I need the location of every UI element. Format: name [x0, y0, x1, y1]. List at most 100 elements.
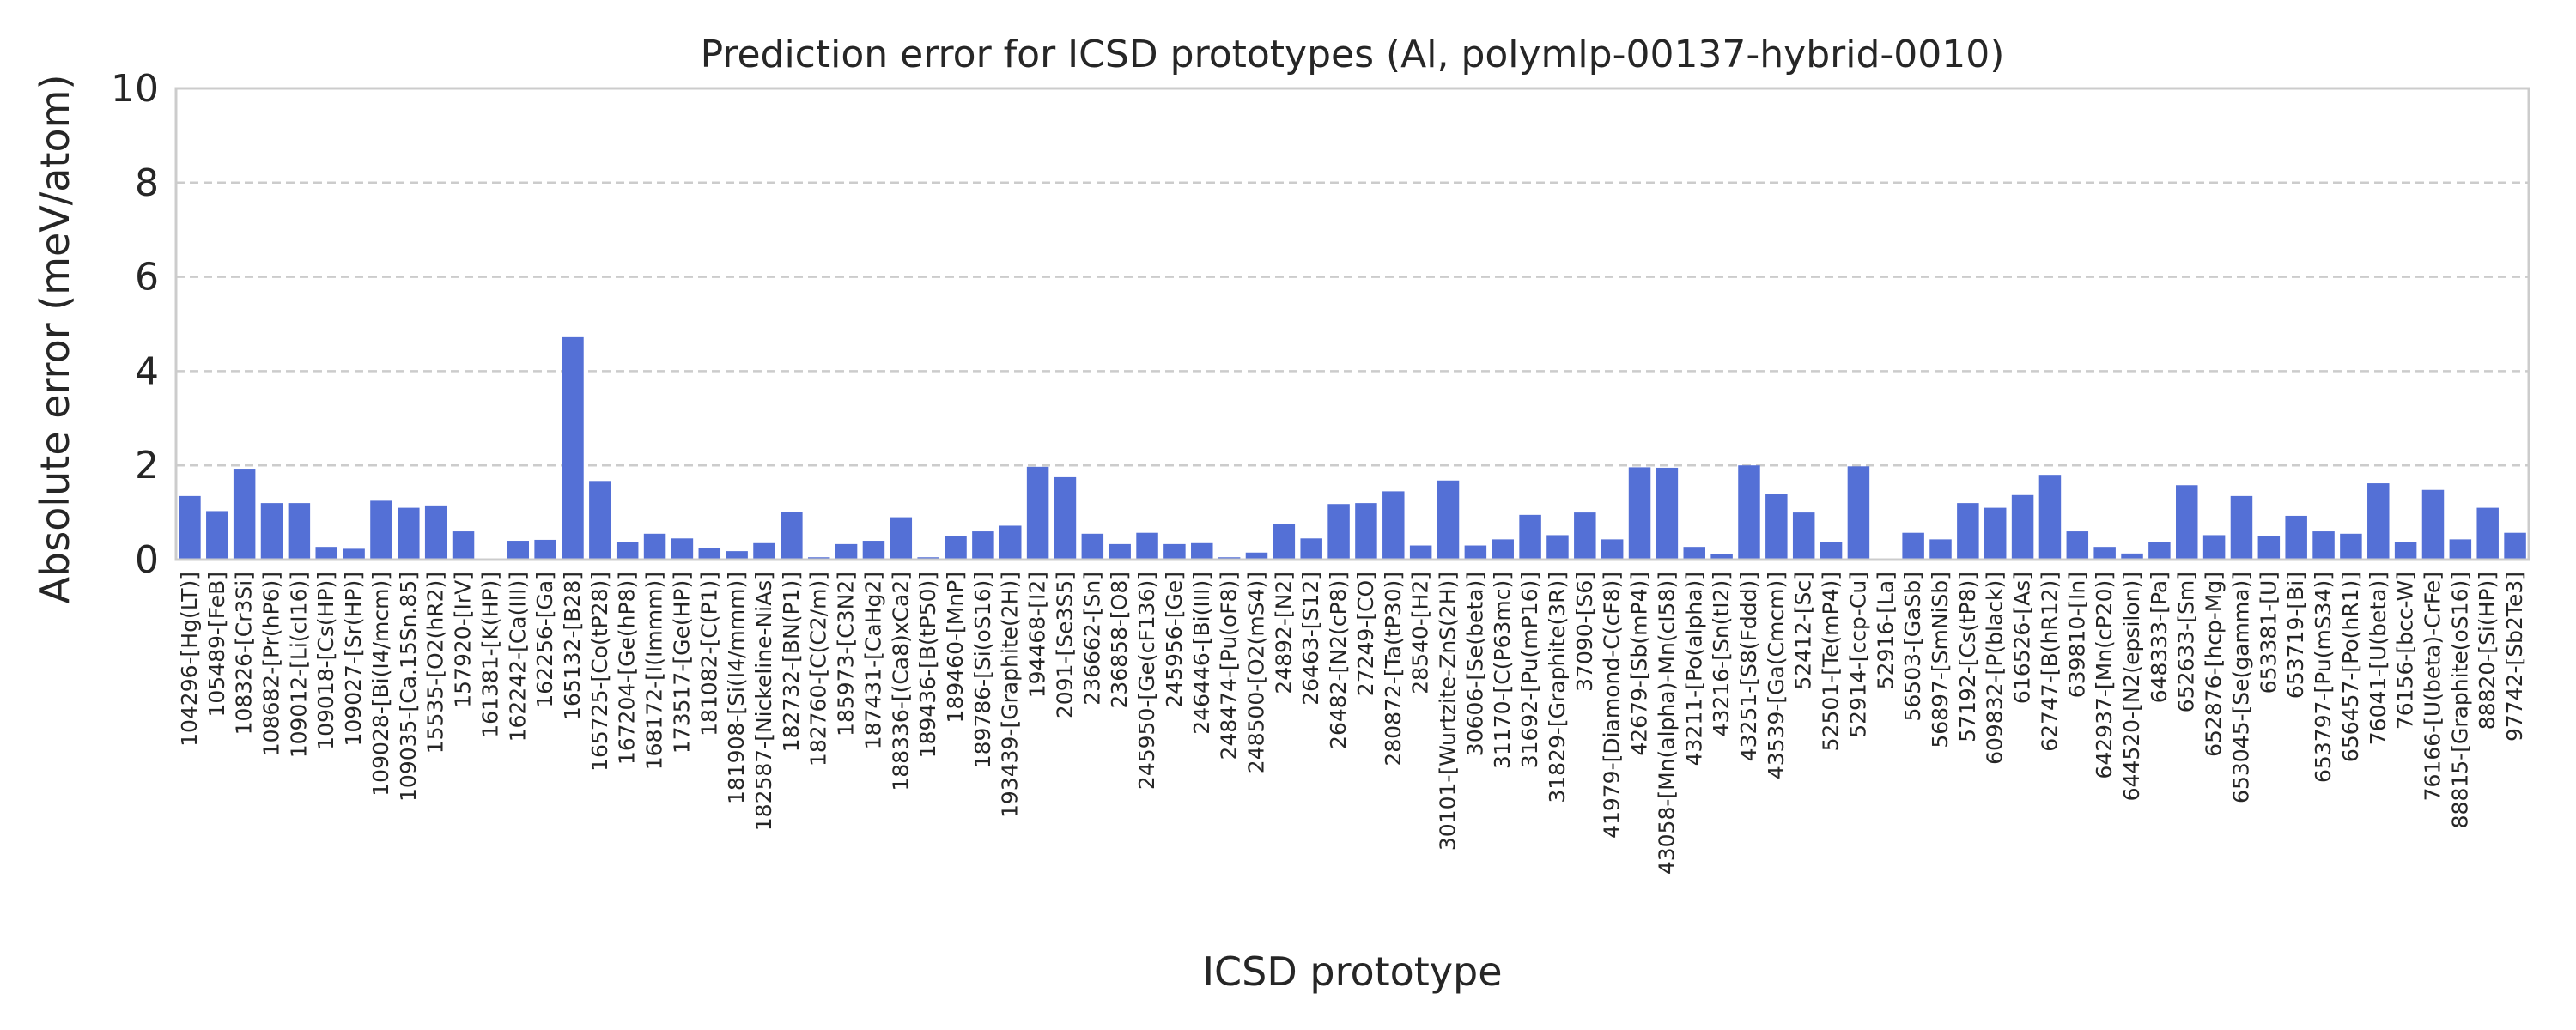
x-tick-label: 609832-[P(black)]	[1983, 572, 2008, 765]
bar	[2340, 533, 2362, 560]
x-tick-label: 43058-[Mn(alpha)-Mn(cI58)]	[1654, 572, 1679, 875]
bar	[1382, 491, 1405, 560]
y-tick-label: 2	[135, 444, 159, 488]
bar	[315, 547, 337, 560]
plot-frame	[174, 87, 2530, 561]
bar	[534, 539, 556, 560]
bar	[1273, 524, 1296, 560]
x-tick-label: 109035-[Ca.15Sn.85]	[396, 572, 421, 802]
x-tick-label: 76166-[U(beta)-CrFe]	[2420, 572, 2445, 801]
bar	[1492, 539, 1514, 560]
x-tick-label: 109018-[Cs(HP)]	[313, 572, 338, 750]
bar	[945, 536, 967, 560]
x-tick-label: 189436-[B(tP50)]	[915, 572, 940, 758]
bar	[2011, 494, 2034, 560]
bar	[2257, 536, 2281, 560]
x-tick-label: 236858-[O8]	[1107, 572, 1132, 709]
x-tick-label: 652633-[Sm]	[2174, 572, 2199, 712]
x-tick-label: 236662-[Sn]	[1079, 572, 1104, 706]
x-tick-label: 31692-[Pu(mP16)]	[1517, 572, 1542, 768]
bar	[753, 542, 775, 560]
y-tick-labels: 0 2 4 6 8 10	[111, 67, 159, 582]
x-tick-label: 182587-[Nickeline-NiAs]	[751, 572, 776, 831]
bar	[1628, 467, 1651, 560]
bar	[398, 507, 420, 560]
bar	[1820, 542, 1843, 560]
bar	[999, 525, 1022, 560]
y-tick-label: 8	[135, 161, 159, 205]
bar	[562, 336, 584, 560]
bar	[972, 531, 994, 560]
bar	[589, 481, 611, 560]
x-tick-label: 109012-[Li(cI16)]	[286, 572, 311, 758]
bar	[1355, 503, 1377, 560]
x-tick-label: 652876-[hcp-Mg]	[2202, 572, 2227, 757]
x-tick-label: 168172-[I(Immm)]	[642, 572, 667, 770]
x-tick-label: 108326-[Cr3Si]	[232, 572, 257, 735]
bar	[726, 551, 748, 560]
bar	[1136, 532, 1158, 560]
x-tick-label: 76041-[U(beta)]	[2366, 572, 2391, 745]
bar	[2202, 535, 2226, 560]
bar	[424, 505, 447, 560]
x-tick-label: 182760-[C(C2/m)]	[806, 572, 831, 766]
x-tick-label: 52914-[ccp-Cu]	[1845, 572, 1870, 738]
bar	[179, 495, 201, 560]
bar	[835, 543, 858, 560]
x-tick-label: 187431-[CaHg2]	[860, 572, 885, 749]
x-tick-label: 88815-[Graphite(oS16)]	[2447, 572, 2472, 828]
y-axis-label: Absolute error (meV/atom)	[32, 75, 78, 604]
x-tick-label: 182732-[BN(P1)]	[779, 572, 804, 752]
bar	[2285, 515, 2307, 560]
bar	[370, 500, 392, 560]
bar	[862, 541, 885, 560]
x-tick-label: 246446-[Bi(III)]	[1189, 572, 1214, 735]
x-tick-label: 88820-[Si(HP)]	[2475, 572, 2500, 730]
x-tick-label: 653719-[Bi]	[2283, 572, 2308, 699]
x-tick-label: 280872-[Ta(tP30)]	[1381, 572, 1406, 766]
x-tick-label: 173517-[Ge(HP)]	[669, 572, 694, 754]
x-tick-label: 656457-[Po(hR1)]	[2338, 572, 2363, 762]
y-tick-label: 0	[135, 538, 159, 582]
bar	[2476, 507, 2499, 560]
x-tick-label: 189786-[Si(oS16)]	[970, 572, 995, 768]
x-tick-label: 194468-[I2]	[1025, 572, 1050, 698]
bar	[781, 512, 803, 560]
bar	[1546, 535, 1569, 560]
bar	[1163, 543, 1186, 560]
y-tick-label: 6	[135, 256, 159, 300]
x-tick-label: 189460-[MnP]	[943, 572, 968, 723]
bar	[2230, 495, 2253, 560]
bar	[2504, 532, 2526, 560]
x-tick-label: 162256-[Ga]	[532, 572, 557, 708]
bar	[1519, 514, 1541, 560]
x-tick-label: 165132-[B28]	[560, 572, 585, 720]
bar	[2038, 475, 2062, 560]
x-tick-label: 245950-[Ge(cF136)]	[1134, 572, 1159, 790]
bar	[2367, 483, 2390, 560]
x-tick-label: 167204-[Ge(hP8)]	[615, 572, 640, 765]
x-tick-label: 24892-[N2]	[1271, 572, 1296, 694]
x-tick-label: 161381-[K(HP)]	[477, 572, 502, 738]
x-tick-label: 188336-[(Ca8)xCa2]	[888, 572, 913, 791]
x-tick-label: 2091-[Se3S5]	[1052, 572, 1077, 718]
bar	[343, 548, 365, 560]
bar	[233, 469, 256, 560]
bar	[452, 531, 475, 560]
x-tick-label: 165725-[Co(tP28)]	[587, 572, 612, 772]
x-tick-label: 653045-[Se(gamma)]	[2228, 572, 2253, 803]
x-tick-label: 162242-[Ca(III)]	[505, 572, 530, 742]
x-tick-label: 248474-[Pu(oF8)]	[1217, 572, 1242, 760]
x-tick-label: 181082-[C(P1)]	[696, 572, 721, 736]
x-tick-label: 248500-[O2(mS4)]	[1243, 572, 1268, 773]
bar	[2121, 553, 2143, 560]
x-tick-label: 644520-[N2(epsilon)]	[2119, 572, 2144, 801]
bar	[1710, 554, 1733, 560]
x-tick-label: 76156-[bcc-W]	[2393, 572, 2418, 730]
x-tick-label: 26482-[N2(cP8)]	[1326, 572, 1351, 749]
x-tick-label: 642937-[Mn(cP20)]	[2092, 572, 2117, 779]
bar	[1409, 545, 1432, 560]
x-tick-label: 37090-[S6]	[1572, 572, 1597, 692]
x-tick-label: 31829-[Graphite(3R)]	[1545, 572, 1570, 803]
x-tick-label: 653797-[Pu(mS34)]	[2311, 572, 2336, 783]
